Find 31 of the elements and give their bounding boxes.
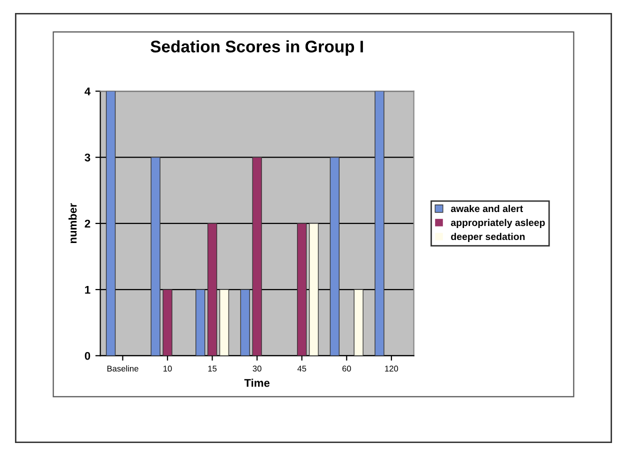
y-tick-label: 2 <box>84 220 90 228</box>
y-axis-title: number <box>68 203 77 244</box>
chart-title: Sedation Scores in Group I <box>150 40 363 56</box>
y-tick-label: 3 <box>84 154 90 162</box>
y-tick-label: 1 <box>85 286 90 294</box>
x-tick-label: 60 <box>342 366 351 372</box>
bar <box>252 156 262 356</box>
bar <box>106 91 116 356</box>
legend-label: deeper sedation <box>451 232 525 242</box>
legend-label: appropriately asleep <box>450 218 545 228</box>
bar <box>207 223 218 356</box>
y-tick-label: 0 <box>84 352 90 360</box>
x-tick-label: 30 <box>252 366 262 372</box>
y-tick-label: 4 <box>84 88 91 96</box>
legend-label: awake and alert <box>450 204 523 212</box>
bar <box>330 156 340 356</box>
bar <box>150 156 160 356</box>
bar <box>374 91 384 356</box>
x-tick-label: 45 <box>297 366 306 372</box>
x-axis-title: Time <box>244 378 270 387</box>
x-tick-label: 10 <box>164 366 172 372</box>
bar <box>308 223 319 356</box>
bar <box>354 289 364 356</box>
bar <box>219 289 230 356</box>
x-tick-label: Baseline <box>107 365 138 372</box>
x-tick-label: 15 <box>208 366 217 372</box>
bar <box>162 289 172 356</box>
x-tick-label: 120 <box>385 366 398 372</box>
bar <box>297 223 307 356</box>
bar <box>196 289 206 356</box>
bar <box>240 289 250 356</box>
